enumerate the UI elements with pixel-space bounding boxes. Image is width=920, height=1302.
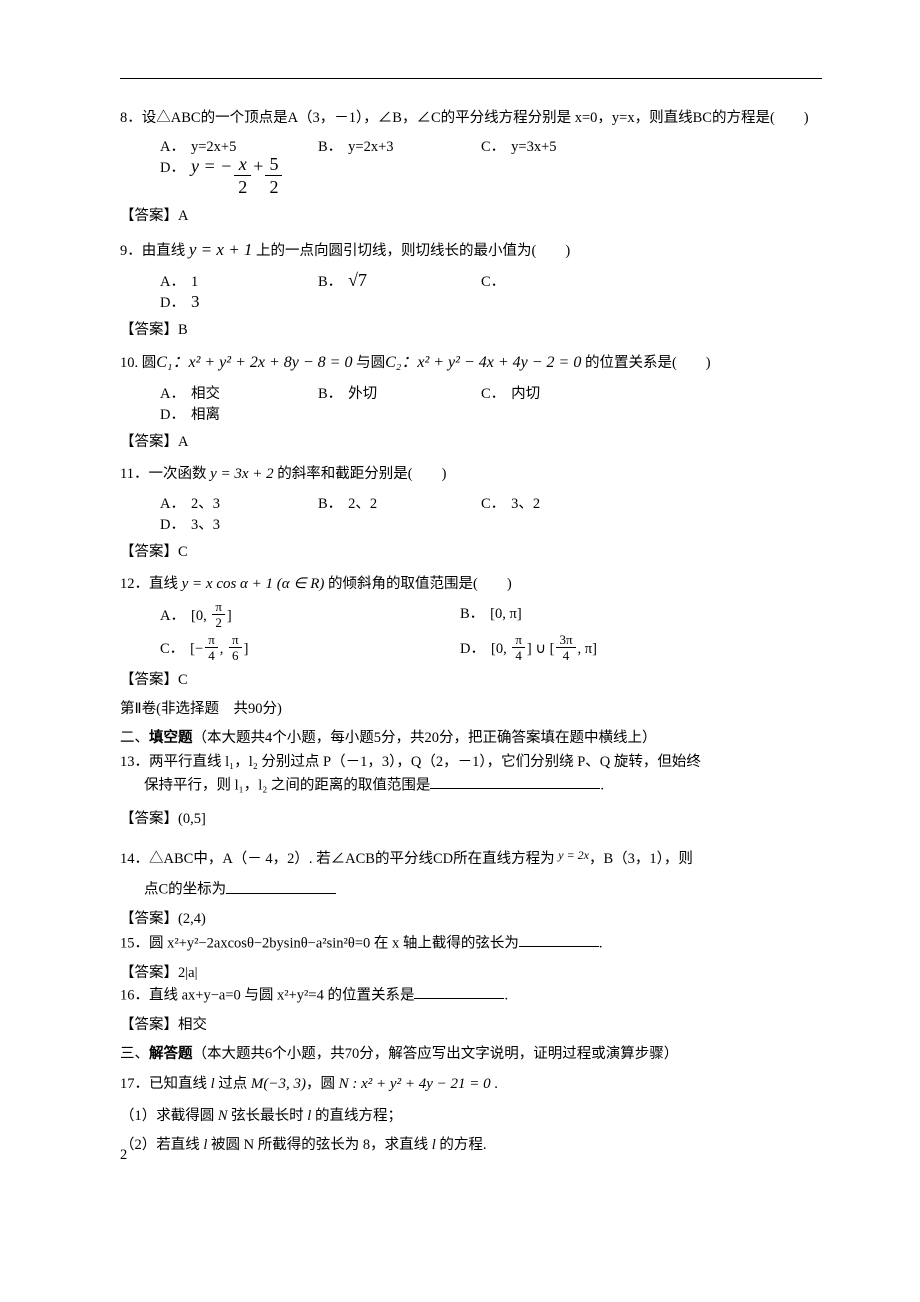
top-rule [120, 78, 822, 79]
q8-opt-a: A．y=2x+5 [160, 135, 310, 156]
q10-opt-d: D．相离 [160, 403, 360, 424]
q8-text: 设△ABC的一个顶点是A（3，－1），∠B，∠C的平分线方程分别是 x=0，y=… [142, 110, 809, 126]
fraction: 52 [265, 155, 282, 196]
q9-opt-a: A．1 [160, 270, 310, 291]
q15-number: 15． [120, 935, 149, 951]
q16-answer: 【答案】相交 [120, 1013, 822, 1034]
q8-opt-d: D． y = −x2 + 52 [160, 156, 360, 198]
q9-opt-b: B．√7 [318, 270, 473, 291]
q14-number: 14． [120, 851, 149, 867]
q11-options: A．2、3 B．2、2 C．3、2 D．3、3 [120, 492, 822, 534]
q11-number: 11． [120, 466, 148, 482]
q10-opt-b: B．外切 [318, 382, 473, 403]
q8-opt-c: C．y=3x+5 [481, 135, 636, 156]
q10-opt-c: C．内切 [481, 382, 636, 403]
q13-answer: 【答案】(0,5] [120, 807, 822, 828]
q9-number: 9． [120, 243, 142, 259]
fraction: π4 [205, 633, 218, 662]
fraction: π2 [212, 600, 225, 629]
question-16: 16．直线 ax+y−a=0 与圆 x²+y²=4 的位置关系是. [120, 984, 822, 1007]
blank [430, 774, 600, 790]
q8-number: 8． [120, 110, 142, 126]
q12-row2: C．[−π4, π6] D．[0, π4] ∪ [3π4, π] [120, 635, 822, 664]
q10-c2-eq: ：x² + y² − 4x + 4y − 2 = 0 [401, 354, 581, 371]
fraction: π6 [229, 633, 242, 662]
q11-opt-a: A．2、3 [160, 492, 310, 513]
q14-line2: 点C的坐标为 [120, 878, 822, 901]
q11-opt-c: C．3、2 [481, 492, 636, 513]
question-12: 12．直线 y = x cos α + 1 (α ∈ R) 的倾斜角的取值范围是… [120, 573, 822, 596]
blank [414, 984, 504, 1000]
q17-part-1: （1）求截得圆 N 弦长最长时 l 的直线方程； [120, 1104, 822, 1125]
q8-answer: 【答案】A [120, 204, 822, 225]
section2-line1: 第Ⅱ卷(非选择题 共90分) [120, 697, 822, 718]
section2-heading: 二、填空题（本大题共4个小题，每小题5分，共20分，把正确答案填在题中横线上） [120, 726, 822, 747]
page-number: 2 [120, 1147, 127, 1164]
q10-number: 10. [120, 355, 142, 371]
q12-answer: 【答案】C [120, 668, 822, 689]
fraction: 3π4 [556, 633, 575, 662]
q11-opt-d: D．3、3 [160, 513, 360, 534]
q17-part-2: （2）若直线 l 被圆 N 所截得的弦长为 8，求直线 l 的方程. [120, 1133, 822, 1154]
blank [226, 878, 336, 894]
q10-opt-a: A．相交 [160, 382, 310, 403]
q14-answer: 【答案】(2,4) [120, 907, 822, 928]
document-page: 8．设△ABC的一个顶点是A（3，－1），∠B，∠C的平分线方程分别是 x=0，… [0, 0, 920, 1182]
q11-formula: y = 3x + 2 [210, 466, 274, 482]
q16-number: 16． [120, 987, 149, 1003]
question-11: 11．一次函数 y = 3x + 2 的斜率和截距分别是( ) [120, 463, 822, 486]
q9-formula: y = x + 1 [189, 240, 253, 259]
question-8: 8．设△ABC的一个顶点是A（3，－1），∠B，∠C的平分线方程分别是 x=0，… [120, 107, 822, 129]
q9-opt-c: C． [481, 270, 636, 291]
question-14: 14．△ABC中，A（－ 4，2）. 若∠ACB的平分线CD所在直线方程为 y … [120, 848, 822, 901]
q13-number: 13． [120, 754, 149, 770]
q9-options: A．1 B．√7 C． D．3 [120, 270, 822, 312]
question-15: 15．圆 x²+y²−2axcosθ−2bysinθ−a²sin²θ=0 在 x… [120, 932, 822, 955]
q8-options: A．y=2x+5 B．y=2x+3 C．y=3x+5 D． y = −x2 + … [120, 135, 822, 198]
q11-opt-b: B．2、2 [318, 492, 473, 513]
q8-opt-b: B．y=2x+3 [318, 135, 473, 156]
q11-answer: 【答案】C [120, 540, 822, 561]
q12-opt-b: B．[0, π] [460, 602, 760, 631]
q12-opt-d: D．[0, π4] ∪ [3π4, π] [460, 635, 760, 664]
q12-opt-a: A．[0, π2] [160, 602, 460, 631]
blank [519, 932, 599, 948]
section3-heading: 三、解答题（本大题共6个小题，共70分，解答应写出文字说明，证明过程或演算步骤） [120, 1042, 822, 1063]
q15-answer: 【答案】2|a| [120, 961, 822, 982]
q12-formula: y = x cos α + 1 (α ∈ R) [182, 576, 325, 592]
question-9: 9．由直线 y = x + 1 上的一点向圆引切线，则切线长的最小值为( ) [120, 237, 822, 263]
q9-answer: 【答案】B [120, 318, 822, 339]
question-17: 17．已知直线 l 过点 M(−3, 3)，圆 N : x² + y² + 4y… [120, 1073, 822, 1096]
q12-row1: A．[0, π2] B．[0, π] [120, 602, 822, 631]
q14-formula: y = 2x [558, 848, 589, 862]
q9-opt-d: D．3 [160, 291, 360, 312]
fraction: x2 [234, 155, 251, 196]
q12-number: 12． [120, 576, 149, 592]
fraction: π4 [512, 633, 525, 662]
q12-opt-c: C．[−π4, π6] [160, 635, 460, 664]
q10-options: A．相交 B．外切 C．内切 D．相离 [120, 382, 822, 424]
q17-number: 17． [120, 1076, 149, 1092]
q10-answer: 【答案】A [120, 430, 822, 451]
q17-N-eq: N : x² + y² + 4y − 21 = 0 [339, 1076, 491, 1092]
question-10: 10. 圆C₁：x² + y² + 2x + 8y − 8 = 0 与圆C₂：x… [120, 351, 822, 376]
question-13: 13．两平行直线 l₁，l₂ 分别过点 P（－1，3），Q（2，－1），它们分别… [120, 751, 822, 796]
q13-line2: 保持平行，则 l₁，l₂ 之间的距离的取值范围是. [120, 774, 822, 797]
q10-c1-eq: ：x² + y² + 2x + 8y − 8 = 0 [172, 354, 352, 371]
